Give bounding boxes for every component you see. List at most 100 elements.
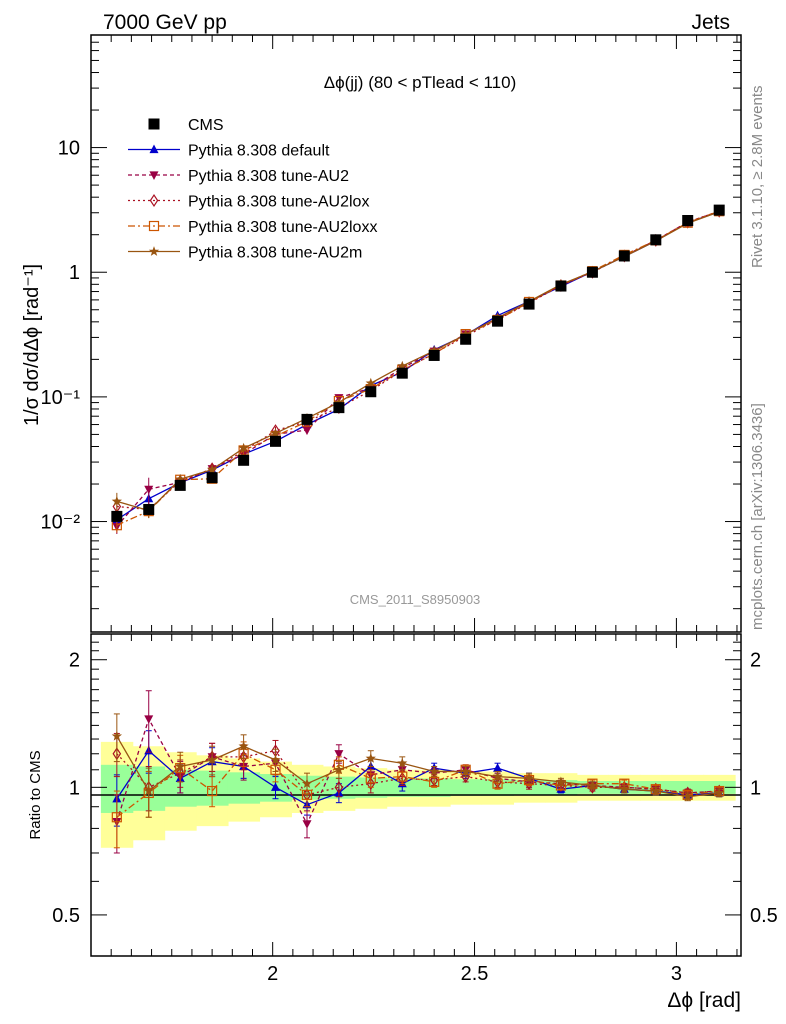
ratio-point [143,785,154,796]
cms-data-point [460,333,472,345]
y-tick-label-ratio-left: 0.5 [52,905,80,927]
main-series-point [270,427,281,438]
ratio-point [397,757,408,768]
main-series-point [207,464,218,474]
legend-marker [148,118,160,130]
ratio-point [207,754,218,765]
ratio-point [334,780,344,794]
main-series-point [397,360,408,371]
legend-entry-3: Pythia 8.308 tune-AU2 [128,168,349,185]
y-tick-label-main: 10 [58,138,80,160]
legend: CMS Pythia 8.308 default Pythia 8.308 tune… [128,117,377,262]
y-tick-label-ratio-left: 1 [69,777,80,799]
legend-label: Pythia 8.308 tune-AU2m [188,245,362,262]
main-series-point [302,426,312,436]
ratio-point [301,778,313,788]
cms-data-point [270,435,282,447]
ratio-point [492,771,503,781]
ratio-point [365,773,376,784]
ratio-point [207,785,218,797]
cms-data-point [523,298,535,310]
ratio-point [270,754,281,765]
cms-data-point [428,349,440,361]
legend-label: CMS [188,117,224,134]
legend-entry-1: CMS [148,117,224,134]
main-panel-frame [90,34,742,633]
ratio-point [523,772,535,783]
cms-data-points [111,204,725,522]
ratio-point [460,766,471,776]
legend-marker [148,246,160,256]
legend-label: Pythia 8.308 tune-AU2 [188,168,349,185]
y-tick-label-ratio-right: 1 [750,777,761,799]
ratio-point [302,820,312,829]
main-series-point [333,397,344,407]
x-tick-label: 2.5 [461,963,489,985]
cms-data-point [111,510,123,522]
ratio-point [493,763,503,772]
rivet-version-label: Rivet 3.1.10, ≥ 2.8M events [749,86,766,269]
ratio-point [111,812,122,823]
ratio-point [555,776,567,787]
main-series-point [175,473,186,484]
y-axis-title-main: 1/σ dσ/dΔϕ [rad⁻¹] [21,264,43,426]
mcplots-label: mcplots.cern.ch [arXiv:1306.3436] [749,403,766,630]
ratio-point [429,766,440,776]
legend-label: Pythia 8.308 tune-AU2loxx [188,219,377,236]
ratio-panel-frame [90,633,742,957]
ratio-point [334,750,344,759]
y-tick-label-main: 10⁻¹ [41,387,81,409]
main-series-point [144,485,154,495]
ratio-point [429,776,440,787]
ratio-point [175,761,186,771]
ratio-series-5 [111,713,725,818]
y-tick-label-main: 10⁻² [41,512,81,534]
cms-data-point [555,280,567,292]
ratio-uncertainty-bands [100,741,736,848]
x-axis-title: Δϕ [rad] [667,989,741,1012]
ratio-series-group [111,690,725,854]
cms-data-point [492,315,504,327]
legend-marker [149,194,159,207]
ratio-point [144,715,154,724]
ratio-point [682,791,693,802]
cms-data-point [713,204,725,216]
ratio-series-line [116,735,720,798]
legend-entry-6: Pythia 8.308 tune-AU2m [128,245,362,262]
legend-entry-2: Pythia 8.308 default [128,143,330,160]
energy-label: 7000 GeV pp [103,11,227,34]
cms-data-point [238,454,250,466]
main-series-point [365,377,376,388]
cms-data-point [174,479,186,491]
cms-data-point [650,234,662,246]
cms-data-point [333,402,345,414]
ratio-point [714,787,725,798]
legend-entry-4: Pythia 8.308 tune-AU2lox [128,194,369,211]
cms-data-point [365,386,377,398]
ratio-series-line [116,752,720,818]
ratio-series-line [116,717,720,826]
cms-data-point [206,472,218,484]
legend-entry-5: Pythia 8.308 tune-AU2loxx [128,219,377,236]
x-tick-label: 3 [671,963,682,985]
cms-data-point [143,503,155,515]
ratio-point [111,730,122,741]
ratio-point [333,764,344,775]
legend-marker [148,220,160,232]
ratio-band-inner [449,779,483,796]
legend-marker [149,171,159,180]
cms-data-point [301,413,313,425]
ratio-point [587,780,598,790]
legend-label: Pythia 8.308 tune-AU2lox [188,194,369,211]
cms-data-point [682,215,694,227]
y-tick-label-ratio-left: 2 [69,650,80,672]
cms-data-point [396,367,408,379]
cms-data-point [618,250,630,262]
ratio-point [365,753,376,763]
legend-marker [149,144,159,154]
axis-ticks [91,34,741,957]
axis-tick-labels: 2 2.5 3 10⁻² 10⁻¹ 1 10 0.5 0.5 1 1 2 2 [41,138,778,985]
y-tick-label-ratio-right: 0.5 [750,905,778,927]
ratio-series-line [116,750,720,796]
